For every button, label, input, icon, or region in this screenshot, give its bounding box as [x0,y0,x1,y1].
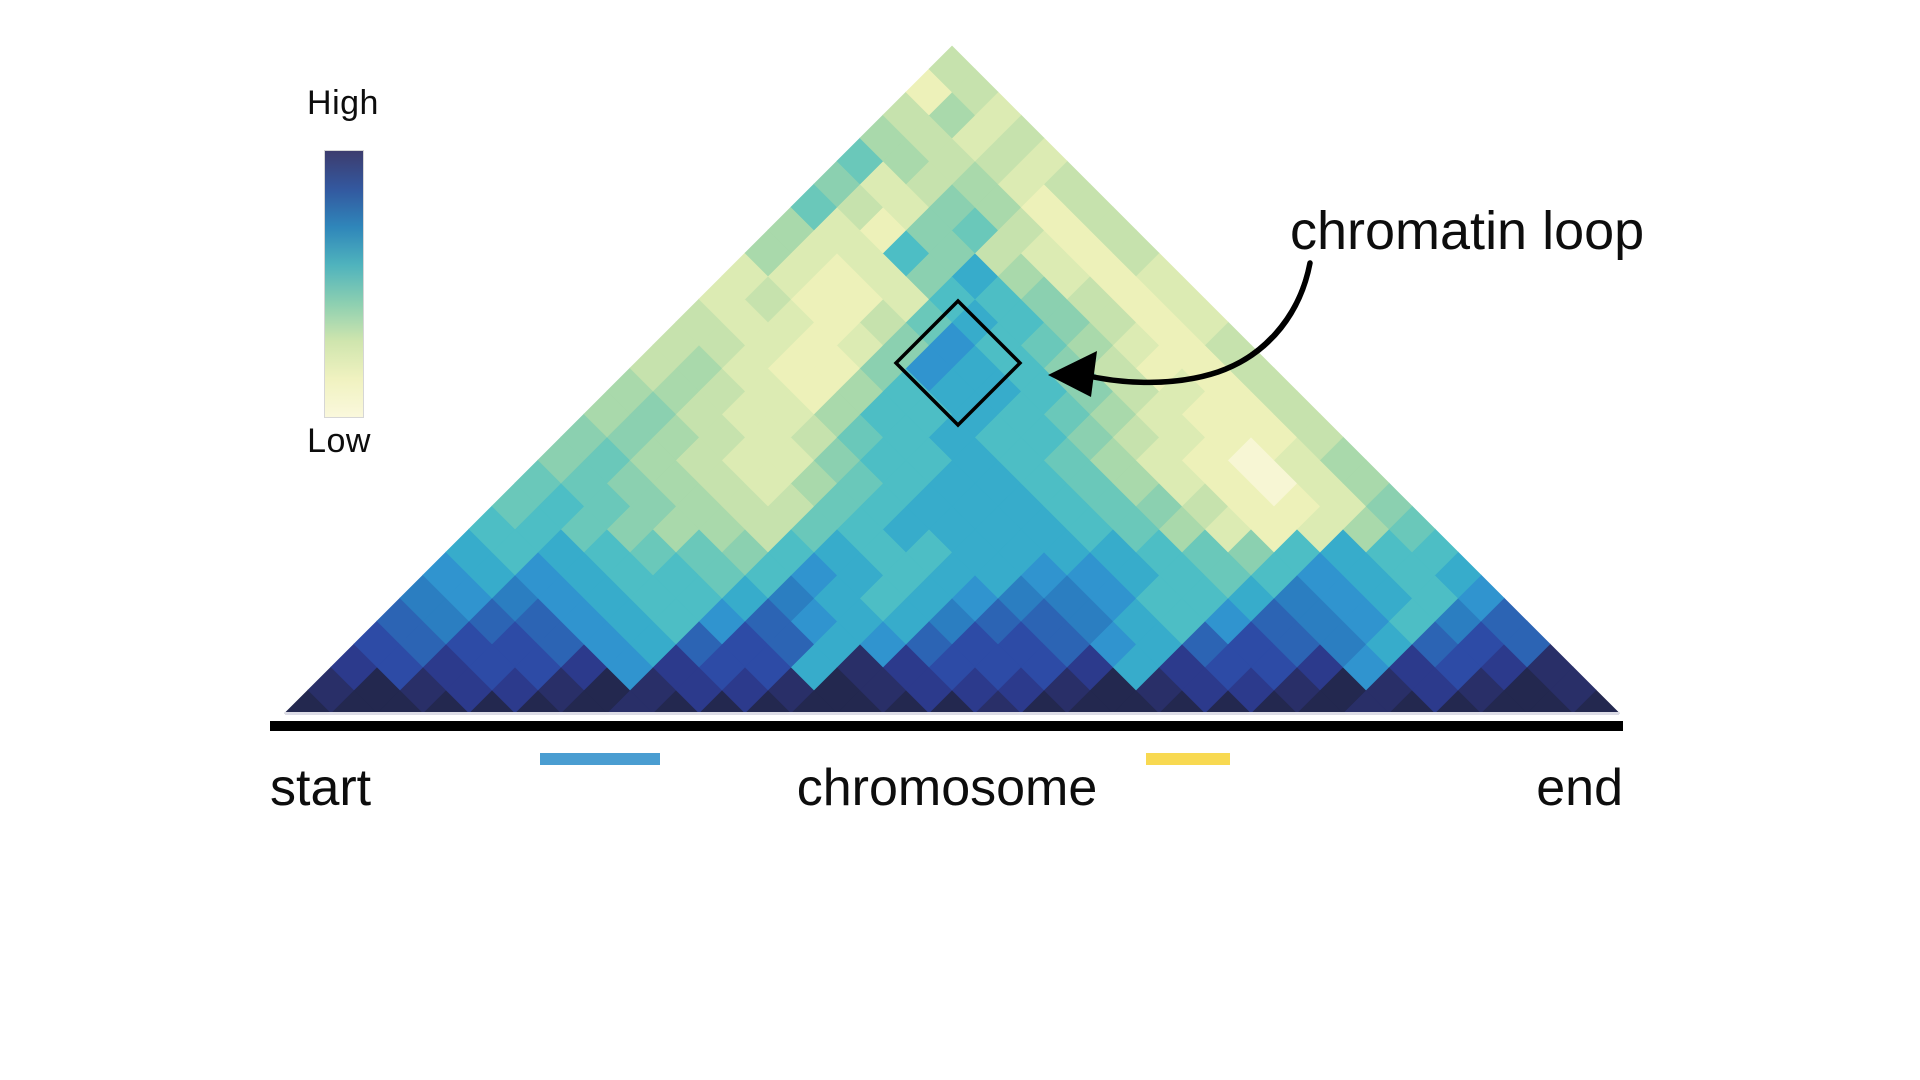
legend-high-label: High [307,84,379,122]
legend-low-label: Low [307,422,371,460]
axis-start-label: start [270,759,372,817]
axis-end-label: end [1536,759,1623,817]
chromosome-axis-line [270,721,1623,731]
heatmap-base-edge [285,712,1619,715]
annotation-arrowhead-icon [1048,351,1097,397]
left-anchor-segment [540,753,660,765]
axis-chromosome-label: chromosome [796,759,1098,817]
loop-outline-diamond [893,298,1023,428]
heatmap-cell [928,45,976,93]
annotation-arrow-tail-brushline [1204,265,1309,377]
legend-colorbar [324,150,364,418]
right-anchor-segment [1146,753,1230,765]
chromatin-loop-label: chromatin loop [1290,201,1645,261]
hic-triangle-heatmap [284,45,1620,714]
